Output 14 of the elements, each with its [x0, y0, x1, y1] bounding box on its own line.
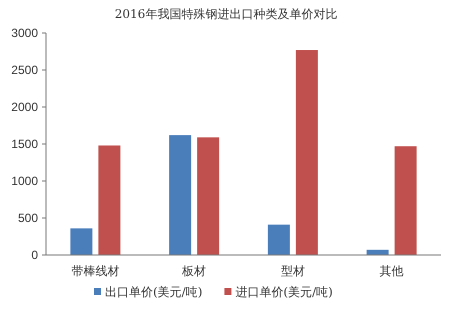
chart-title: 2016年我国特殊钢进出口种类及单价对比: [114, 7, 338, 21]
y-tick-label: 500: [18, 211, 38, 225]
y-tick-label: 3000: [11, 26, 38, 40]
y-tick-label: 0: [31, 248, 38, 262]
y-tick-label: 1000: [11, 174, 38, 188]
legend-label: 进口单价(美元/吨): [235, 285, 333, 299]
x-tick-label: 板材: [181, 264, 206, 278]
y-tick-label: 2500: [11, 63, 38, 77]
x-tick-label: 带棒线材: [71, 264, 120, 278]
legend-label: 出口单价(美元/吨): [105, 285, 202, 299]
y-tick-label: 2000: [11, 100, 38, 114]
x-tick-label: 型材: [280, 264, 305, 278]
x-tick-label: 其他: [380, 264, 404, 278]
y-tick-label: 1500: [11, 137, 38, 151]
